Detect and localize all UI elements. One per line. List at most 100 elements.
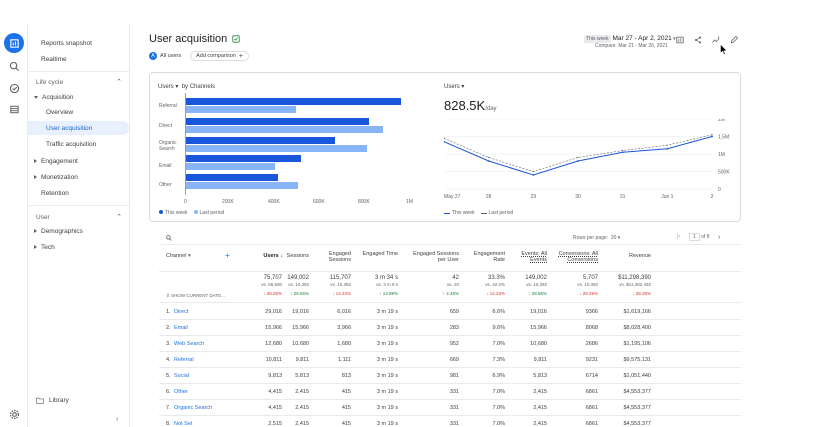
edit-pencil-icon[interactable] bbox=[730, 36, 738, 44]
table-row[interactable]: 1. Direct 29,016 19,016 6,016 3 m 19 s 659 6.6%… bbox=[159, 304, 741, 320]
bar-this-week[interactable] bbox=[186, 137, 335, 144]
table-cell: 2686 bbox=[585, 341, 598, 347]
table-row[interactable]: 2. Email 15,966 15,966 3,966 3 m 19 s 283 9.6% 1… bbox=[159, 320, 741, 336]
table-cell: 415 bbox=[341, 405, 351, 411]
bar-chart-title[interactable]: Users ▾ by Channels bbox=[158, 84, 216, 90]
line-point bbox=[488, 156, 490, 159]
table-cell: 7.3% bbox=[492, 357, 505, 363]
dropdown-arrow-icon: ▾ bbox=[461, 84, 465, 90]
table-cell: 3 m 19 s bbox=[376, 357, 398, 363]
share-icon[interactable] bbox=[694, 36, 702, 44]
bar-last-period[interactable] bbox=[186, 145, 367, 152]
section-user[interactable]: User ⌃ bbox=[36, 213, 122, 222]
legend-swatch bbox=[444, 212, 450, 214]
header-engaged-sessions[interactable]: Engaged Sessions bbox=[328, 251, 351, 263]
date-range-picker[interactable]: This week Mar 27 - Apr 2, 2021 ▾ Compare … bbox=[584, 35, 676, 49]
checked-report-icon[interactable] bbox=[232, 35, 240, 43]
table-row[interactable]: 5. Social 9,813 5,813 813 3 m 19 s 981 6.9% 5,81… bbox=[159, 368, 741, 384]
arrow-up-icon: ↑ bbox=[442, 291, 447, 296]
table-cell: 3 m 19 s bbox=[376, 341, 398, 347]
sidebar-item-monetization[interactable]: Monetization bbox=[28, 170, 129, 184]
sidebar-item-acquisition[interactable]: Acquisition bbox=[28, 90, 129, 104]
arrow-down-icon: ↓ bbox=[332, 291, 336, 296]
x-tick: 200K bbox=[222, 199, 234, 205]
bar-last-period[interactable] bbox=[186, 126, 383, 133]
next-page-button[interactable]: › bbox=[718, 234, 720, 241]
table-row[interactable]: 4. Referral 10,811 9,811 1,111 3 m 19 s 669 7.3… bbox=[159, 352, 741, 368]
sort-down-arrow-icon: ↓ bbox=[280, 253, 283, 259]
table-cell: 5,813 bbox=[295, 373, 309, 379]
table-cell: 6.9% bbox=[492, 373, 505, 379]
header-actions bbox=[676, 36, 738, 44]
header-conversions[interactable]: Conversions: All Conversions bbox=[558, 251, 598, 263]
header-sessions[interactable]: Sessions bbox=[286, 253, 309, 259]
add-comparison-button[interactable]: Add comparison + bbox=[190, 51, 249, 61]
show-current-date-toggle[interactable]: ⇕ SHOW CURRENT DATE... bbox=[166, 293, 225, 298]
sidebar-item-retention[interactable]: Retention bbox=[41, 189, 69, 197]
line-chart-plot: 2M 1.5M 1M 500K 0 May 27 28 29 30 31 Jun 1 2 bbox=[444, 119, 730, 200]
header-revenue[interactable]: Revenue bbox=[628, 253, 651, 259]
all-users-chip[interactable]: A All users bbox=[149, 51, 186, 61]
charts-card: Users ▾ by Channels Referral Direct Orga… bbox=[149, 72, 741, 222]
sidebar-item-engagement[interactable]: Engagement bbox=[28, 154, 129, 168]
chevron-up-icon: ⌃ bbox=[116, 79, 122, 86]
sidebar-item-traffic-acquisition[interactable]: Traffic acquisition bbox=[46, 140, 97, 148]
insights-icon[interactable] bbox=[712, 36, 720, 44]
bar-last-period[interactable] bbox=[186, 106, 296, 113]
channel-link[interactable]: Organic Search bbox=[174, 405, 213, 411]
header-engaged-time[interactable]: Engaged Time bbox=[362, 251, 398, 257]
sidebar-item-library[interactable]: Library bbox=[28, 393, 129, 407]
arrow-down-icon: ↓ bbox=[579, 291, 583, 296]
advertising-nav-button[interactable] bbox=[4, 78, 24, 98]
table-cell: 12,680 bbox=[265, 341, 282, 347]
table-row[interactable]: 6. Other 4,415 2,415 415 3 m 19 s 331 7.0% 2,415… bbox=[159, 384, 741, 400]
sidebar-item-realtime[interactable]: Realtime bbox=[41, 55, 67, 63]
header-events[interactable]: Events: All Events bbox=[521, 251, 547, 263]
first-page-button[interactable]: |‹ bbox=[677, 234, 681, 240]
channel-link[interactable]: Direct bbox=[174, 309, 189, 315]
bar-this-week[interactable] bbox=[186, 118, 370, 125]
row-number: 1. bbox=[166, 309, 171, 315]
channel-link[interactable]: Email bbox=[174, 325, 188, 331]
line-point bbox=[532, 174, 535, 176]
header-engaged-sessions-per-user[interactable]: Engaged Sessions per User bbox=[413, 251, 459, 263]
channel-link[interactable]: Other bbox=[174, 389, 188, 395]
rows-per-page[interactable]: Rows per page: 20 ▾ bbox=[573, 235, 621, 241]
channel-link[interactable]: Not Set bbox=[174, 421, 193, 427]
sidebar-item-demographics[interactable]: Demographics bbox=[28, 224, 129, 238]
search-icon[interactable] bbox=[166, 235, 172, 241]
bar-category-label: Email bbox=[159, 163, 172, 169]
sidebar-item-tech[interactable]: Tech bbox=[28, 240, 129, 254]
header-engagement-rate[interactable]: Engagement Rate bbox=[473, 251, 505, 263]
settings-button[interactable] bbox=[4, 404, 24, 424]
table-row[interactable]: 8. Not Set 2,515 2,415 415 3 m 19 s 331 7.0% 2,4… bbox=[159, 416, 741, 427]
collapse-sidebar-button[interactable]: ‹ bbox=[116, 416, 118, 423]
bar-this-week[interactable] bbox=[186, 98, 402, 105]
header-users[interactable]: Users ↓ bbox=[263, 253, 283, 259]
table-cell: 331 bbox=[449, 389, 459, 395]
table-cell: 3 m 19 s bbox=[376, 309, 398, 315]
caret-down-icon bbox=[34, 95, 38, 99]
bar-this-week[interactable] bbox=[186, 174, 278, 181]
line-chart-title[interactable]: Users ▾ bbox=[444, 84, 465, 90]
sidebar-item-reports-snapshot[interactable]: Reports snapshot bbox=[41, 39, 92, 47]
bar-last-period[interactable] bbox=[186, 182, 299, 189]
configure-nav-button[interactable] bbox=[4, 99, 24, 119]
section-life-cycle[interactable]: Life cycle ⌃ bbox=[36, 78, 122, 87]
channel-link[interactable]: Social bbox=[174, 373, 189, 379]
table-cell: $9,575,131 bbox=[623, 357, 651, 363]
channel-link[interactable]: Web Search bbox=[174, 341, 205, 347]
explore-nav-button[interactable] bbox=[4, 56, 24, 76]
table-row[interactable]: 7. Organic Search 4,415 2,415 415 3 m 19 s 331… bbox=[159, 400, 741, 416]
bar-this-week[interactable] bbox=[186, 155, 301, 162]
reports-nav-button[interactable] bbox=[4, 33, 24, 53]
table-row[interactable]: 3. Web Search 12,680 10,680 1,680 3 m 19 s 952… bbox=[159, 336, 741, 352]
header-channel[interactable]: Channel ▾ bbox=[166, 253, 191, 259]
add-dimension-button[interactable]: + bbox=[225, 251, 230, 260]
bar-last-period[interactable] bbox=[186, 163, 276, 170]
sidebar-item-overview[interactable]: Overview bbox=[46, 108, 74, 116]
table-cell: 19,016 bbox=[292, 309, 309, 315]
customize-report-icon[interactable] bbox=[676, 36, 684, 44]
channel-link[interactable]: Referral bbox=[174, 357, 194, 363]
sidebar-item-user-acquisition[interactable]: User acquisition bbox=[28, 121, 129, 135]
